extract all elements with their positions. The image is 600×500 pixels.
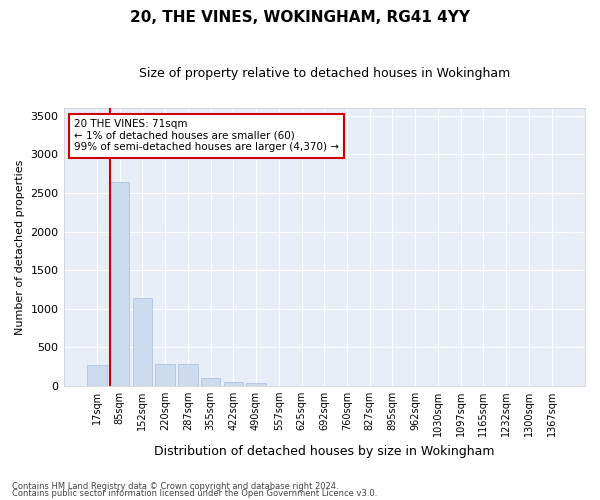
Bar xyxy=(201,378,220,386)
Text: 20, THE VINES, WOKINGHAM, RG41 4YY: 20, THE VINES, WOKINGHAM, RG41 4YY xyxy=(130,10,470,25)
Bar xyxy=(87,364,107,386)
Bar xyxy=(133,298,152,386)
Bar xyxy=(110,182,130,386)
Text: Contains HM Land Registry data © Crown copyright and database right 2024.: Contains HM Land Registry data © Crown c… xyxy=(12,482,338,491)
Bar xyxy=(178,364,197,386)
Text: 20 THE VINES: 71sqm
← 1% of detached houses are smaller (60)
99% of semi-detache: 20 THE VINES: 71sqm ← 1% of detached hou… xyxy=(74,119,339,152)
Text: Contains public sector information licensed under the Open Government Licence v3: Contains public sector information licen… xyxy=(12,489,377,498)
Y-axis label: Number of detached properties: Number of detached properties xyxy=(15,159,25,334)
Title: Size of property relative to detached houses in Wokingham: Size of property relative to detached ho… xyxy=(139,68,510,80)
X-axis label: Distribution of detached houses by size in Wokingham: Distribution of detached houses by size … xyxy=(154,444,494,458)
Bar xyxy=(247,383,266,386)
Bar xyxy=(224,382,243,386)
Bar xyxy=(155,364,175,386)
